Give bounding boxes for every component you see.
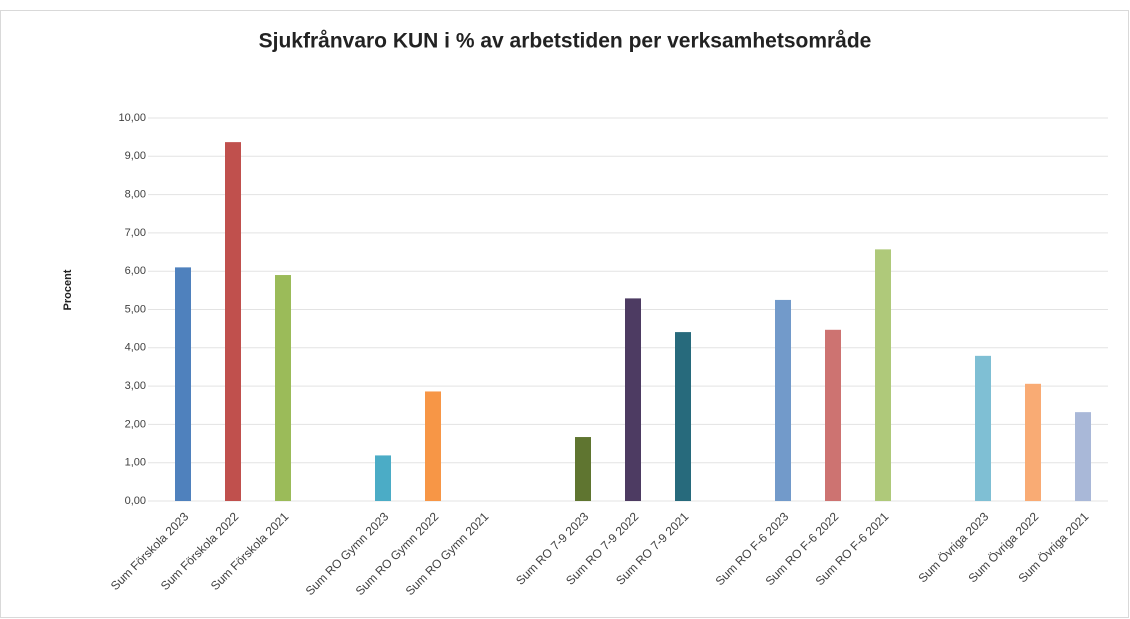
y-tick-label: 0,00: [125, 495, 146, 507]
bar: [425, 391, 441, 501]
y-tick-label: 1,00: [125, 457, 146, 469]
y-tick-label: 3,00: [125, 380, 146, 392]
bar: [175, 267, 191, 501]
bar: [575, 437, 591, 501]
bar: [1025, 383, 1041, 501]
y-tick-label: 5,00: [125, 303, 146, 315]
y-tick-label: 9,00: [125, 150, 146, 162]
y-tick-label: 6,00: [125, 265, 146, 277]
y-axis-label: Procent: [62, 269, 74, 310]
chart-title: Sjukfrånvaro KUN i % av arbetstiden per …: [259, 30, 872, 53]
bar: [375, 455, 391, 501]
bar: [625, 298, 641, 501]
y-tick-label: 8,00: [125, 189, 146, 201]
bar: [875, 249, 891, 501]
y-tick-label: 7,00: [125, 227, 146, 239]
y-tick-label: 4,00: [125, 342, 146, 354]
bar: [275, 275, 291, 501]
bar: [975, 355, 991, 501]
bar: [1075, 412, 1091, 501]
bar: [775, 299, 791, 501]
bar: [225, 142, 241, 501]
bar: [825, 329, 841, 501]
bar: [675, 332, 691, 501]
y-tick-label: 10,00: [118, 112, 146, 124]
y-tick-label: 2,00: [125, 418, 146, 430]
